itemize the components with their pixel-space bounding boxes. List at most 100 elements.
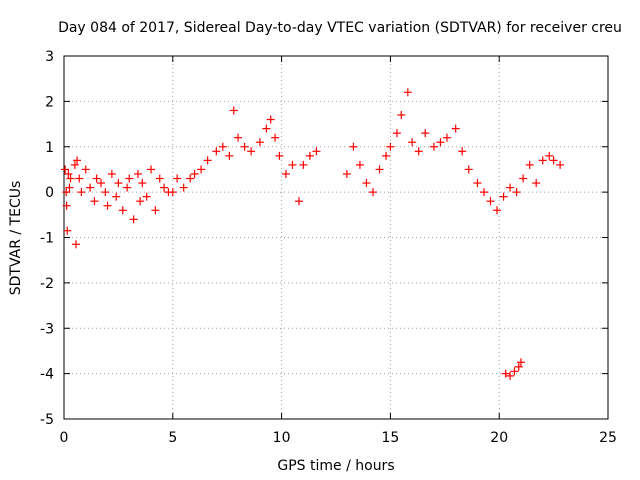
data-point bbox=[288, 160, 297, 169]
data-point bbox=[429, 142, 438, 151]
data-point bbox=[86, 183, 95, 192]
data-point bbox=[62, 188, 71, 197]
data-point bbox=[519, 174, 528, 183]
data-point bbox=[458, 147, 467, 156]
data-point bbox=[225, 151, 234, 160]
data-point bbox=[271, 133, 280, 142]
data-point bbox=[247, 147, 256, 156]
data-point bbox=[125, 174, 134, 183]
data-point bbox=[556, 160, 565, 169]
data-point bbox=[473, 179, 482, 188]
data-point bbox=[92, 174, 101, 183]
data-point bbox=[421, 129, 430, 138]
data-point bbox=[77, 188, 86, 197]
data-point bbox=[114, 179, 123, 188]
data-point bbox=[142, 192, 151, 201]
data-point bbox=[281, 169, 290, 178]
data-point bbox=[312, 147, 321, 156]
data-point bbox=[486, 197, 495, 206]
y-tick-label: -3 bbox=[40, 321, 54, 337]
data-point bbox=[61, 165, 70, 174]
x-axis-label: GPS time / hours bbox=[277, 458, 394, 474]
data-point bbox=[342, 169, 351, 178]
data-point bbox=[112, 192, 121, 201]
data-point bbox=[506, 371, 515, 380]
data-point bbox=[538, 156, 547, 165]
data-point bbox=[129, 215, 138, 224]
data-point bbox=[197, 165, 206, 174]
data-point bbox=[70, 160, 79, 169]
data-point bbox=[151, 206, 160, 215]
data-point bbox=[118, 206, 127, 215]
data-point bbox=[96, 179, 105, 188]
y-tick-label: 2 bbox=[45, 94, 54, 110]
axis-ticks bbox=[63, 55, 609, 420]
data-point bbox=[403, 88, 412, 97]
y-tick-label: -2 bbox=[40, 276, 54, 292]
data-point bbox=[382, 151, 391, 160]
x-tick-label: 25 bbox=[599, 430, 617, 446]
data-point bbox=[203, 156, 212, 165]
data-point bbox=[62, 201, 71, 210]
data-point bbox=[436, 138, 445, 147]
data-point bbox=[63, 226, 72, 235]
data-point bbox=[493, 206, 502, 215]
data-point bbox=[349, 142, 358, 151]
data-point bbox=[136, 197, 145, 206]
data-point bbox=[386, 142, 395, 151]
data-point bbox=[234, 133, 243, 142]
data-point bbox=[525, 160, 534, 169]
data-point bbox=[305, 151, 314, 160]
data-point bbox=[506, 183, 515, 192]
data-point bbox=[266, 115, 275, 124]
data-point bbox=[123, 183, 132, 192]
data-point bbox=[218, 142, 227, 151]
data-point bbox=[65, 183, 74, 192]
data-point bbox=[299, 160, 308, 169]
data-point bbox=[499, 192, 508, 201]
data-point bbox=[549, 156, 558, 165]
data-point bbox=[90, 197, 99, 206]
data-point bbox=[442, 133, 451, 142]
data-point bbox=[73, 156, 82, 165]
data-point bbox=[375, 165, 384, 174]
data-point bbox=[510, 367, 519, 376]
data-point bbox=[262, 124, 271, 133]
x-tick-label: 0 bbox=[60, 430, 69, 446]
data-point bbox=[103, 201, 112, 210]
data-point bbox=[179, 183, 188, 192]
data-point bbox=[107, 169, 116, 178]
y-tick-label: 0 bbox=[45, 185, 54, 201]
data-point bbox=[512, 188, 521, 197]
y-tick-labels: -5 -4 -3 -2 -1 0 1 2 3 bbox=[40, 49, 54, 428]
grid bbox=[64, 56, 608, 419]
data-point bbox=[368, 188, 377, 197]
data-point bbox=[414, 147, 423, 156]
y-tick-label: -1 bbox=[40, 231, 54, 247]
data-point bbox=[501, 369, 510, 378]
x-tick-label: 20 bbox=[490, 430, 508, 446]
data-point bbox=[147, 165, 156, 174]
data-point bbox=[229, 106, 238, 115]
data-point bbox=[133, 169, 142, 178]
chart-title: Day 084 of 2017, Sidereal Day-to-day VTE… bbox=[58, 20, 622, 36]
data-point bbox=[64, 169, 73, 178]
data-point bbox=[81, 165, 90, 174]
y-axis-label: SDTVAR / TECUs bbox=[8, 181, 24, 296]
data-point bbox=[295, 197, 304, 206]
y-tick-label: 1 bbox=[45, 140, 54, 156]
data-points bbox=[61, 88, 565, 380]
data-point bbox=[71, 240, 80, 249]
data-point bbox=[514, 362, 523, 371]
x-tick-labels: 0 5 10 15 20 25 bbox=[60, 430, 617, 446]
data-point bbox=[451, 124, 460, 133]
data-point bbox=[516, 358, 525, 367]
data-point bbox=[190, 169, 199, 178]
x-tick-label: 15 bbox=[381, 430, 399, 446]
data-point bbox=[101, 188, 110, 197]
data-point bbox=[397, 110, 406, 119]
x-tick-label: 10 bbox=[273, 430, 291, 446]
data-point bbox=[160, 183, 169, 192]
data-point bbox=[408, 138, 417, 147]
y-tick-label: 3 bbox=[45, 49, 54, 65]
